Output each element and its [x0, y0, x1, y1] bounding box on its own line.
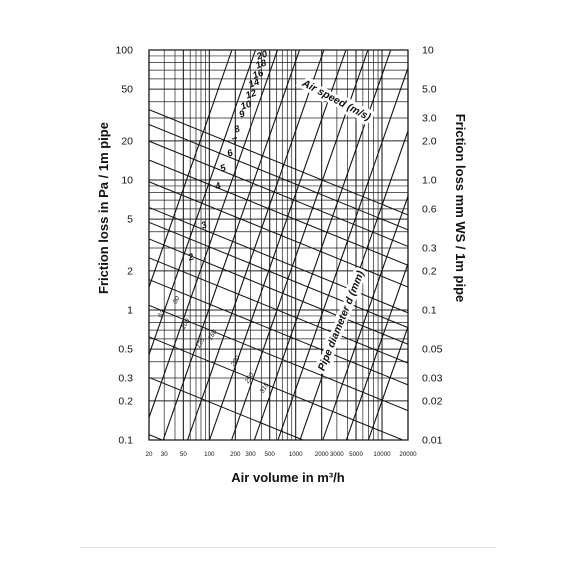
speed-line-label: 7: [231, 135, 240, 147]
x-tick-label: 5000: [349, 451, 363, 458]
speed-line-label: 8: [233, 123, 242, 135]
pipe-diameter-family-label: Pipe diameter d (mm): [316, 269, 367, 373]
y-tick-label-left: 0.3: [118, 372, 133, 384]
x-tick-label: 1000: [289, 451, 303, 458]
diameter-line: [209, 49, 347, 441]
line-labels: 2018161412109876543263801001251602002503…: [157, 48, 376, 394]
speed-line-label: 16: [251, 67, 265, 81]
diameter-line: [253, 49, 392, 441]
diameter-line: [162, 49, 301, 441]
y-tick-label-left: 10: [121, 175, 133, 187]
speed-line: [148, 207, 409, 314]
speed-line: [148, 279, 409, 386]
y-tick-label-left: 20: [121, 135, 133, 147]
diameter-line-label: 315: [259, 381, 271, 394]
diameter-line: [299, 130, 409, 441]
speed-line: [148, 238, 409, 345]
diameter-line-label: 80: [172, 295, 182, 305]
x-axis-title: Air volume in m³/h: [231, 470, 344, 485]
speed-line: [148, 109, 409, 216]
diameter-lines: [148, 49, 409, 441]
y-tick-label-left: 0.1: [118, 435, 133, 447]
tick-labels: 20 30 50 100 200 300 500 1000 2000 3000 5000 10000 2…: [115, 45, 442, 459]
x-tick-label: 20: [146, 451, 153, 458]
speed-line-label: 10: [239, 98, 253, 112]
x-tick-label: 100: [204, 451, 215, 458]
y-tick-label-left: 50: [121, 84, 133, 96]
speed-line: [148, 140, 409, 247]
y-tick-label-left: 0.5: [118, 344, 133, 356]
x-tick-label: 300: [245, 451, 256, 458]
plot-frame: [148, 49, 409, 441]
y-tick-label-right: 0.2: [422, 265, 437, 277]
bottom-divider: [80, 547, 496, 548]
speed-line: [148, 181, 409, 288]
speed-line-label: 4: [213, 180, 223, 193]
y-axis-title-right: Friction loss mm WS / 1m pipe: [453, 114, 468, 303]
y-axis-title-left: Friction loss in Pa / 1m pipe: [96, 122, 111, 294]
diameter-line: [148, 49, 257, 355]
diameter-line: [322, 196, 409, 441]
speed-line: [148, 257, 409, 364]
speed-line: [148, 304, 409, 412]
speed-lines: [148, 109, 409, 441]
x-tick-label: 2000: [315, 451, 329, 458]
speed-line-label: 20: [254, 48, 269, 63]
x-tick-label: 3000: [330, 451, 344, 458]
y-tick-label-left: 1: [127, 305, 133, 317]
diameter-line-label: 125: [195, 336, 207, 349]
y-tick-label-left: 5: [127, 214, 133, 226]
speed-line-label: 2: [186, 251, 196, 264]
air-speed-family-label: Air speed (m/s): [299, 77, 373, 124]
diameter-line: [345, 263, 409, 441]
speed-line-label: 9: [238, 108, 247, 120]
speed-line-label: 6: [226, 147, 235, 159]
diameter-line: [187, 49, 325, 441]
y-tick-label-right: 0.03: [422, 372, 443, 384]
y-tick-label-right: 0.01: [422, 435, 443, 447]
x-tick-label: 500: [265, 451, 276, 458]
speed-line-label: 3: [200, 219, 209, 231]
diameter-line-label: 63: [157, 309, 167, 319]
y-tick-label-right: 3.0: [422, 112, 437, 124]
x-tick-label: 30: [161, 451, 168, 458]
y-tick-label-right: 0.02: [422, 395, 443, 407]
y-tick-label-right: 0.05: [422, 344, 443, 356]
plot-border: [148, 49, 409, 441]
x-tick-label: 10000: [373, 451, 391, 458]
y-tick-label-right: 1.0: [422, 175, 437, 187]
speed-line: [148, 376, 304, 441]
y-tick-label-left: 2: [127, 265, 133, 277]
speed-line: [148, 221, 409, 329]
y-tick-label-right: 10: [422, 45, 434, 57]
speed-line: [148, 124, 409, 231]
speed-line: [148, 159, 409, 266]
diameter-line-label: 160: [207, 328, 219, 341]
speed-line-label: 12: [244, 87, 258, 101]
y-tick-label-right: 0.3: [422, 242, 437, 254]
x-tick-label: 20000: [399, 451, 417, 458]
diameter-line-label: 250: [243, 371, 255, 385]
diameter-line: [231, 49, 369, 441]
y-tick-label-right: 2.0: [422, 135, 437, 147]
speed-line-label: 18: [254, 57, 268, 71]
y-tick-label-left: 100: [115, 45, 133, 57]
diameter-line: [367, 326, 409, 441]
speed-line: [148, 336, 404, 441]
y-tick-label-right: 0.6: [422, 203, 437, 215]
diameter-line: [277, 67, 409, 441]
x-tick-label: 50: [180, 451, 187, 458]
diameter-line: [148, 49, 233, 288]
y-tick-label-right: 0.1: [422, 305, 437, 317]
speed-line-label: 5: [219, 162, 228, 174]
diameter-line-label: 100: [180, 317, 192, 330]
speed-line-label: 14: [247, 76, 261, 90]
y-tick-label-right: 5.0: [422, 84, 437, 96]
y-tick-label-left: 0.2: [118, 395, 133, 407]
x-tick-label: 200: [230, 451, 241, 458]
speed-line: [148, 434, 163, 441]
